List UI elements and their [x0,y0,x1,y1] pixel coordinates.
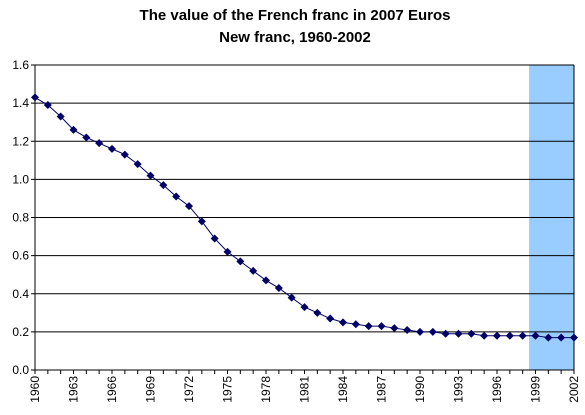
data-point [351,320,360,329]
data-point [531,331,540,340]
chart-subtitle: New franc, 1960-2002 [219,29,371,46]
x-tick-label: 1969 [144,376,158,403]
data-point [364,322,373,331]
data-point [185,202,193,211]
y-tick-label: 1.4 [12,96,29,110]
x-tick-label: 2002 [567,376,581,403]
data-point [56,112,65,121]
y-tick-label: 1.6 [12,58,29,72]
data-point [467,329,476,338]
x-tick-label: 1978 [259,376,273,403]
data-point [480,331,489,340]
data-point [31,93,39,102]
x-tick-label: 1990 [413,376,427,403]
data-point [441,329,450,338]
data-point [428,327,437,336]
x-tick-label: 1972 [182,376,196,403]
data-point [223,247,232,256]
data-point [108,144,116,153]
x-tick-label: 1987 [375,376,389,403]
x-tick-label: 1999 [529,376,543,403]
x-tick-label: 1996 [490,376,504,403]
data-point [557,333,566,342]
chart-title: The value of the French franc in 2007 Eu… [140,7,451,24]
data-point [416,327,424,336]
data-point [403,325,412,334]
data-point [313,308,322,317]
data-point [274,284,283,293]
data-point [287,293,296,302]
x-tick-label: 1960 [28,376,42,403]
data-point [249,266,258,275]
data-point [518,331,527,340]
y-tick-label: 0.0 [12,363,29,377]
x-tick-label: 1963 [67,376,81,403]
x-tick-label: 1993 [452,376,466,403]
data-point [544,333,553,342]
x-tick-label: 1975 [221,376,235,403]
data-point [210,234,219,243]
data-point [120,150,129,159]
x-tick-label: 1984 [336,376,350,403]
data-point [236,257,245,266]
y-tick-label: 0.4 [12,287,29,301]
data-point [262,276,270,285]
data-point [172,192,181,201]
data-point [493,331,501,340]
data-point [339,318,347,327]
y-tick-label: 1.0 [12,172,29,186]
data-point [390,324,399,333]
data-point [505,331,514,340]
x-tick-label: 1966 [105,376,119,403]
data-point [146,171,155,180]
y-tick-label: 0.6 [12,249,29,263]
data-point [454,329,463,338]
data-point [197,217,206,226]
data-point [326,314,335,323]
data-point [82,133,91,142]
x-tick-label: 1981 [298,376,312,403]
data-point [377,322,386,331]
data-point [95,139,104,148]
data-point [69,125,78,134]
data-point [133,160,142,169]
data-point [43,101,52,110]
y-tick-label: 1.2 [12,134,29,148]
data-point [570,333,578,342]
y-tick-label: 0.8 [12,211,29,225]
data-point [300,303,309,312]
y-tick-label: 0.2 [12,325,29,339]
data-point [159,181,168,190]
